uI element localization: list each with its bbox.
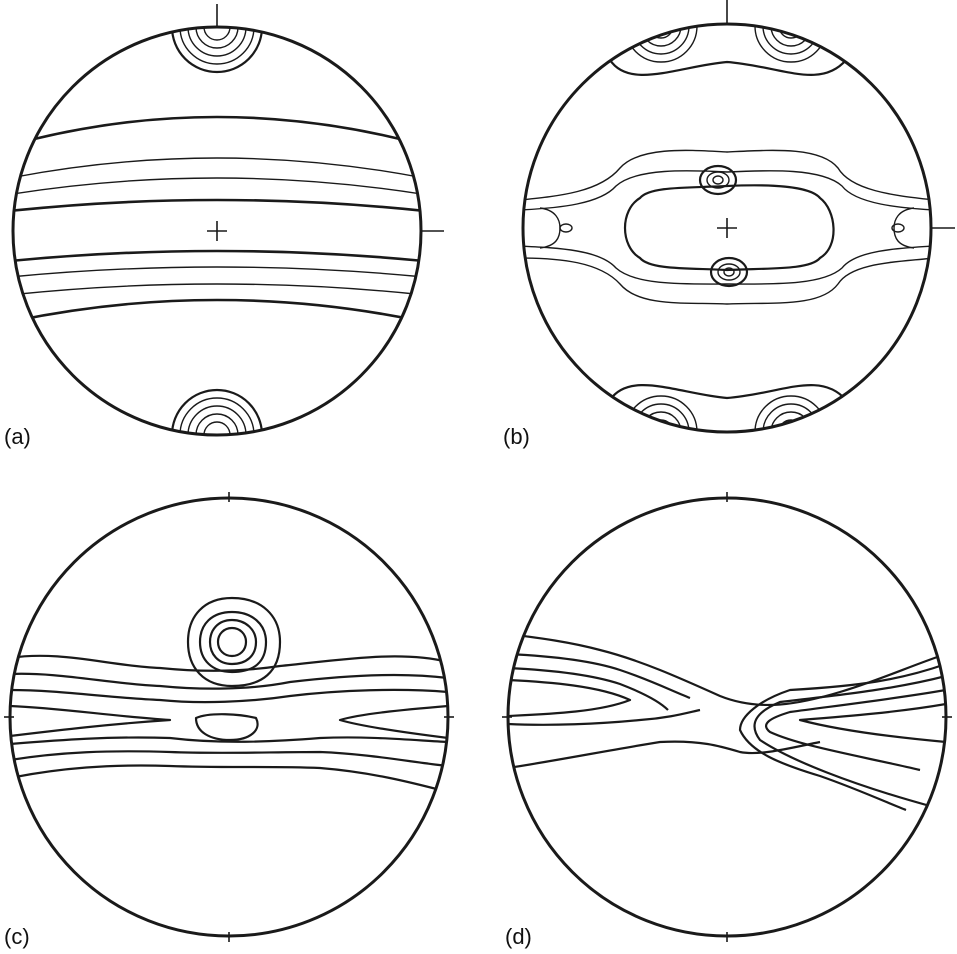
panel-label-d: (d) — [505, 924, 532, 949]
primitive-circle-c — [10, 498, 448, 936]
pole-figure-a: (a) — [0, 0, 444, 480]
pole-figure-d: (d) — [502, 492, 952, 949]
contours-c — [10, 598, 448, 792]
center-mark-b — [717, 218, 737, 238]
small-maxima-b — [560, 166, 904, 286]
panel-label-a: (a) — [4, 424, 31, 449]
contours-d — [508, 634, 946, 810]
pole-figure-c: (c) — [4, 492, 454, 949]
pole-figure-b: (b) — [503, 0, 955, 468]
primitive-circle-d — [508, 498, 946, 936]
center-mark-a — [207, 221, 227, 241]
panel-label-c: (c) — [4, 924, 30, 949]
pole-maxima-b-top — [625, 0, 827, 62]
pole-maximum-c — [188, 598, 280, 686]
panel-label-b: (b) — [503, 424, 530, 449]
